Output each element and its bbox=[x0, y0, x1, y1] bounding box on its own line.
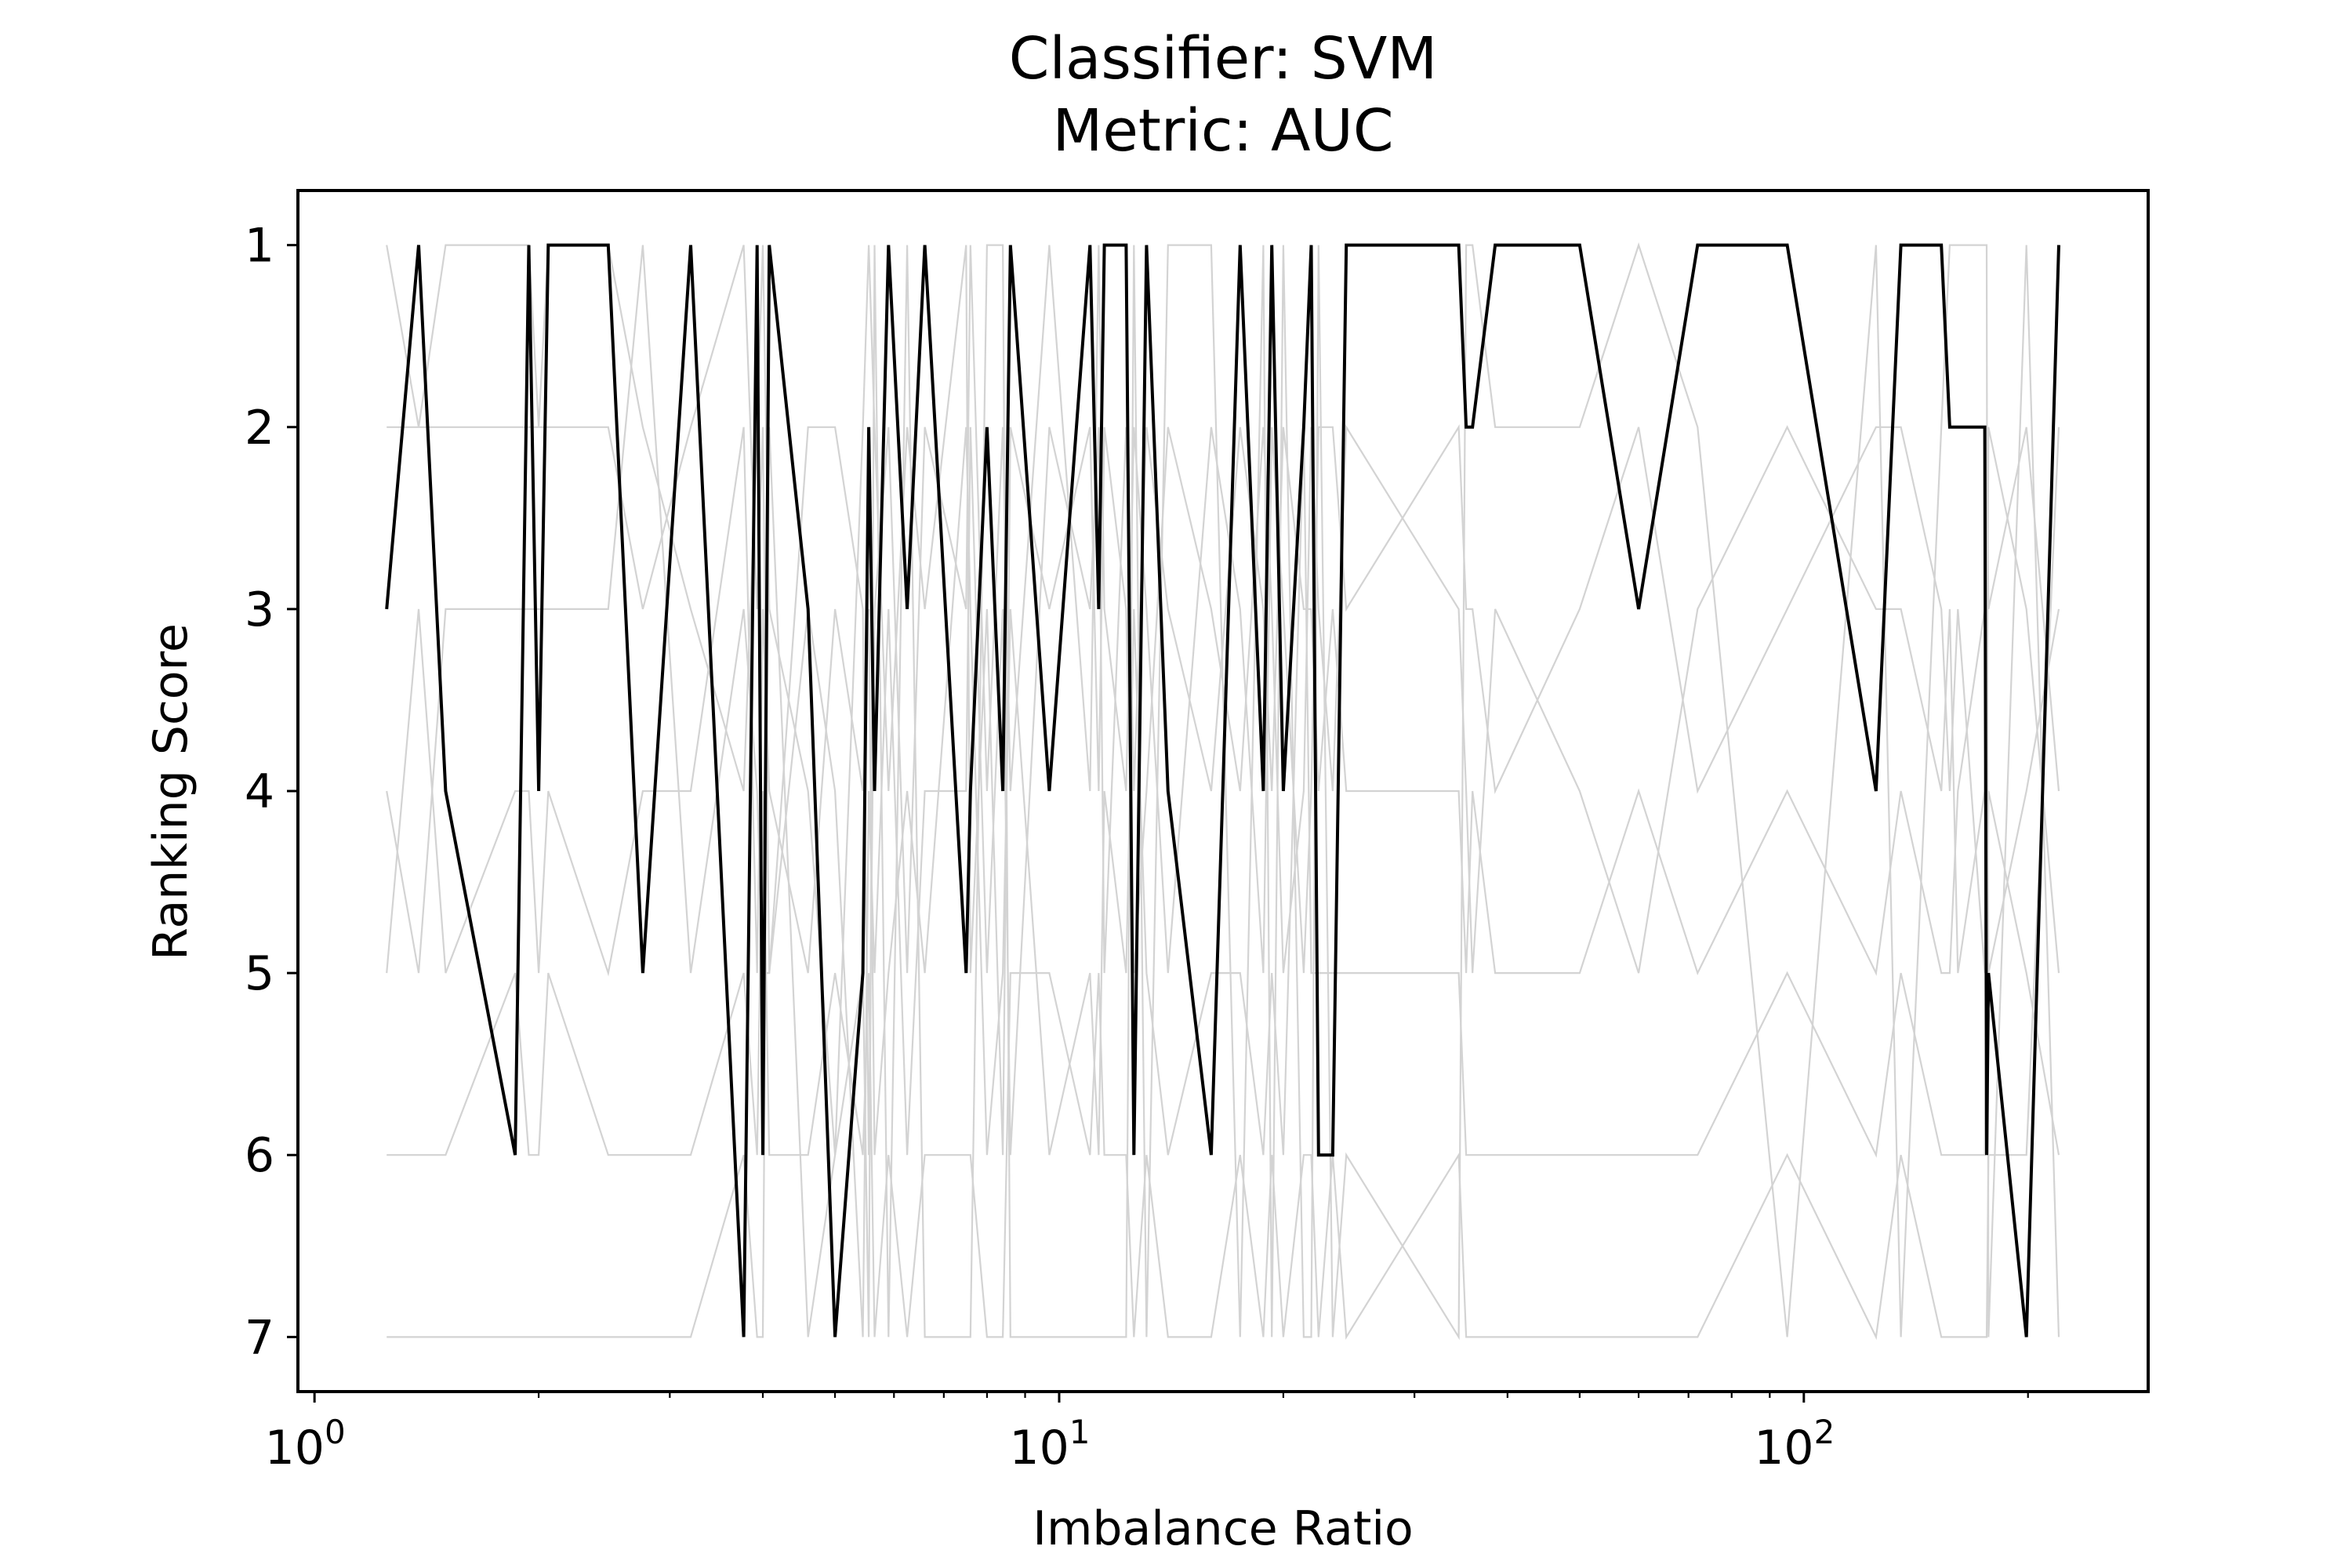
x-tick-base: 10 bbox=[1754, 1421, 1813, 1475]
x-tick-label: 100 bbox=[265, 1413, 346, 1475]
chart-subtitle: Metric: AUC bbox=[1053, 97, 1394, 165]
x-axis: 100 101 102 bbox=[265, 1392, 2029, 1475]
x-axis-label: Imbalance Ratio bbox=[1033, 1501, 1413, 1556]
x-tick-exponent: 1 bbox=[1069, 1413, 1091, 1451]
series-line-6 bbox=[387, 242, 2060, 1341]
x-tick-label: 102 bbox=[1754, 1413, 1835, 1475]
series-line-highlight bbox=[385, 243, 2060, 1338]
x-tick-base: 10 bbox=[265, 1421, 325, 1475]
y-tick-label: 5 bbox=[245, 946, 274, 1001]
y-tick-label: 1 bbox=[245, 219, 274, 274]
y-tick-label: 3 bbox=[245, 583, 274, 637]
x-tick-base: 10 bbox=[1009, 1421, 1069, 1475]
y-tick-label: 6 bbox=[245, 1128, 274, 1183]
y-tick-label: 7 bbox=[245, 1310, 274, 1365]
series-line-2 bbox=[387, 245, 2060, 1156]
y-axis: 1 2 3 4 5 6 7 bbox=[245, 219, 298, 1365]
y-tick-label: 2 bbox=[245, 401, 274, 456]
y-tick-label: 4 bbox=[245, 764, 274, 819]
x-tick-exponent: 2 bbox=[1814, 1413, 1835, 1451]
series-layer bbox=[385, 242, 2060, 1341]
chart-title: Classifier: SVM bbox=[1009, 25, 1437, 93]
x-tick-label: 101 bbox=[1009, 1413, 1090, 1475]
x-tick-exponent: 0 bbox=[325, 1413, 346, 1451]
y-axis-label: Ranking Score bbox=[143, 623, 198, 960]
